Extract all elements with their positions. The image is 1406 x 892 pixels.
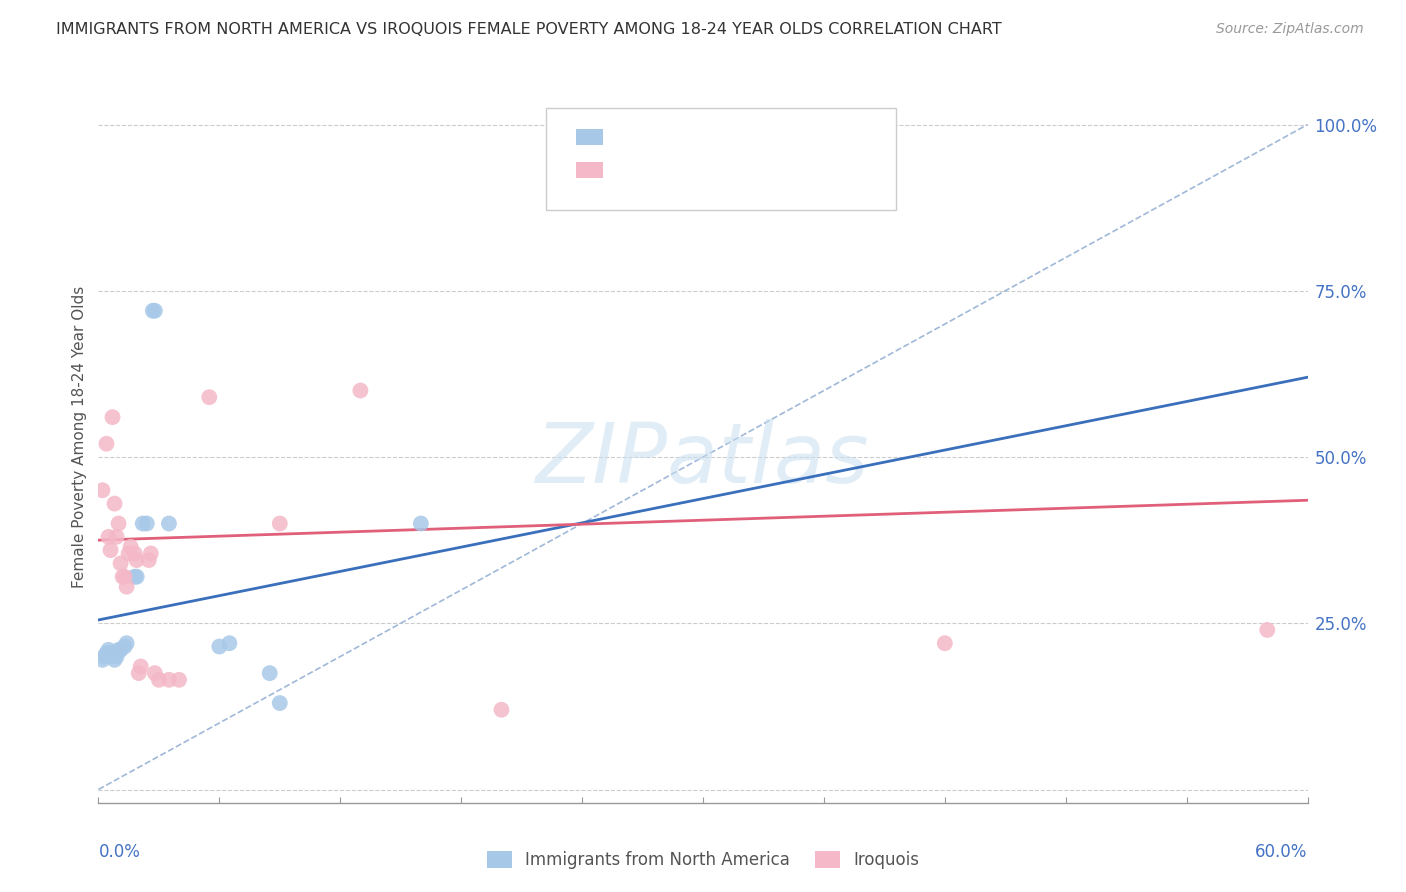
Point xyxy=(157,516,180,531)
Point xyxy=(101,410,124,425)
Point xyxy=(115,636,138,650)
Point xyxy=(111,570,134,584)
Point xyxy=(103,653,125,667)
Point xyxy=(491,703,513,717)
Point xyxy=(91,653,114,667)
Point xyxy=(157,673,180,687)
Point xyxy=(100,646,122,660)
Point xyxy=(105,649,128,664)
Point xyxy=(143,666,166,681)
Point xyxy=(96,436,118,450)
Point xyxy=(198,390,221,404)
Point xyxy=(218,636,240,650)
FancyBboxPatch shape xyxy=(546,108,897,211)
Point xyxy=(139,546,162,560)
Point xyxy=(259,666,281,681)
Point xyxy=(1256,623,1278,637)
Text: R = 0.026: R = 0.026 xyxy=(617,161,716,179)
Point xyxy=(409,516,432,531)
Point xyxy=(208,640,231,654)
Point xyxy=(142,303,165,318)
Point xyxy=(132,516,155,531)
Text: Source: ZipAtlas.com: Source: ZipAtlas.com xyxy=(1216,22,1364,37)
Point xyxy=(107,643,129,657)
Text: N = 30: N = 30 xyxy=(748,161,815,179)
Point xyxy=(138,553,160,567)
Point xyxy=(91,483,114,498)
Text: N = 24: N = 24 xyxy=(748,128,815,146)
Point xyxy=(114,640,136,654)
Point xyxy=(135,516,157,531)
Point xyxy=(115,580,138,594)
FancyBboxPatch shape xyxy=(576,162,603,178)
Point xyxy=(93,649,115,664)
Point xyxy=(120,540,142,554)
Point xyxy=(114,570,136,584)
Point xyxy=(97,530,120,544)
Point xyxy=(110,557,132,571)
Point xyxy=(124,570,146,584)
Point xyxy=(148,673,170,687)
Point xyxy=(118,546,141,560)
Point xyxy=(128,666,150,681)
Text: IMMIGRANTS FROM NORTH AMERICA VS IROQUOIS FEMALE POVERTY AMONG 18-24 YEAR OLDS C: IMMIGRANTS FROM NORTH AMERICA VS IROQUOI… xyxy=(56,22,1002,37)
Point xyxy=(129,659,152,673)
Y-axis label: Female Poverty Among 18-24 Year Olds: Female Poverty Among 18-24 Year Olds xyxy=(72,286,87,588)
Point xyxy=(124,546,146,560)
Point xyxy=(107,516,129,531)
Point xyxy=(125,570,148,584)
Point xyxy=(105,530,128,544)
Text: 0.0%: 0.0% xyxy=(98,843,141,861)
Point xyxy=(103,497,125,511)
Point xyxy=(167,673,190,687)
FancyBboxPatch shape xyxy=(576,129,603,145)
Point xyxy=(349,384,371,398)
Point xyxy=(125,553,148,567)
Point xyxy=(143,303,166,318)
Text: 60.0%: 60.0% xyxy=(1256,843,1308,861)
Point xyxy=(96,646,118,660)
Legend: Immigrants from North America, Iroquois: Immigrants from North America, Iroquois xyxy=(479,845,927,876)
Text: R = 0.343: R = 0.343 xyxy=(617,128,716,146)
Point xyxy=(97,643,120,657)
Point xyxy=(100,543,122,558)
Point xyxy=(269,516,291,531)
Point xyxy=(110,643,132,657)
Point xyxy=(269,696,291,710)
Point xyxy=(934,636,956,650)
Text: ZIPatlas: ZIPatlas xyxy=(536,418,870,500)
Point xyxy=(101,649,124,664)
